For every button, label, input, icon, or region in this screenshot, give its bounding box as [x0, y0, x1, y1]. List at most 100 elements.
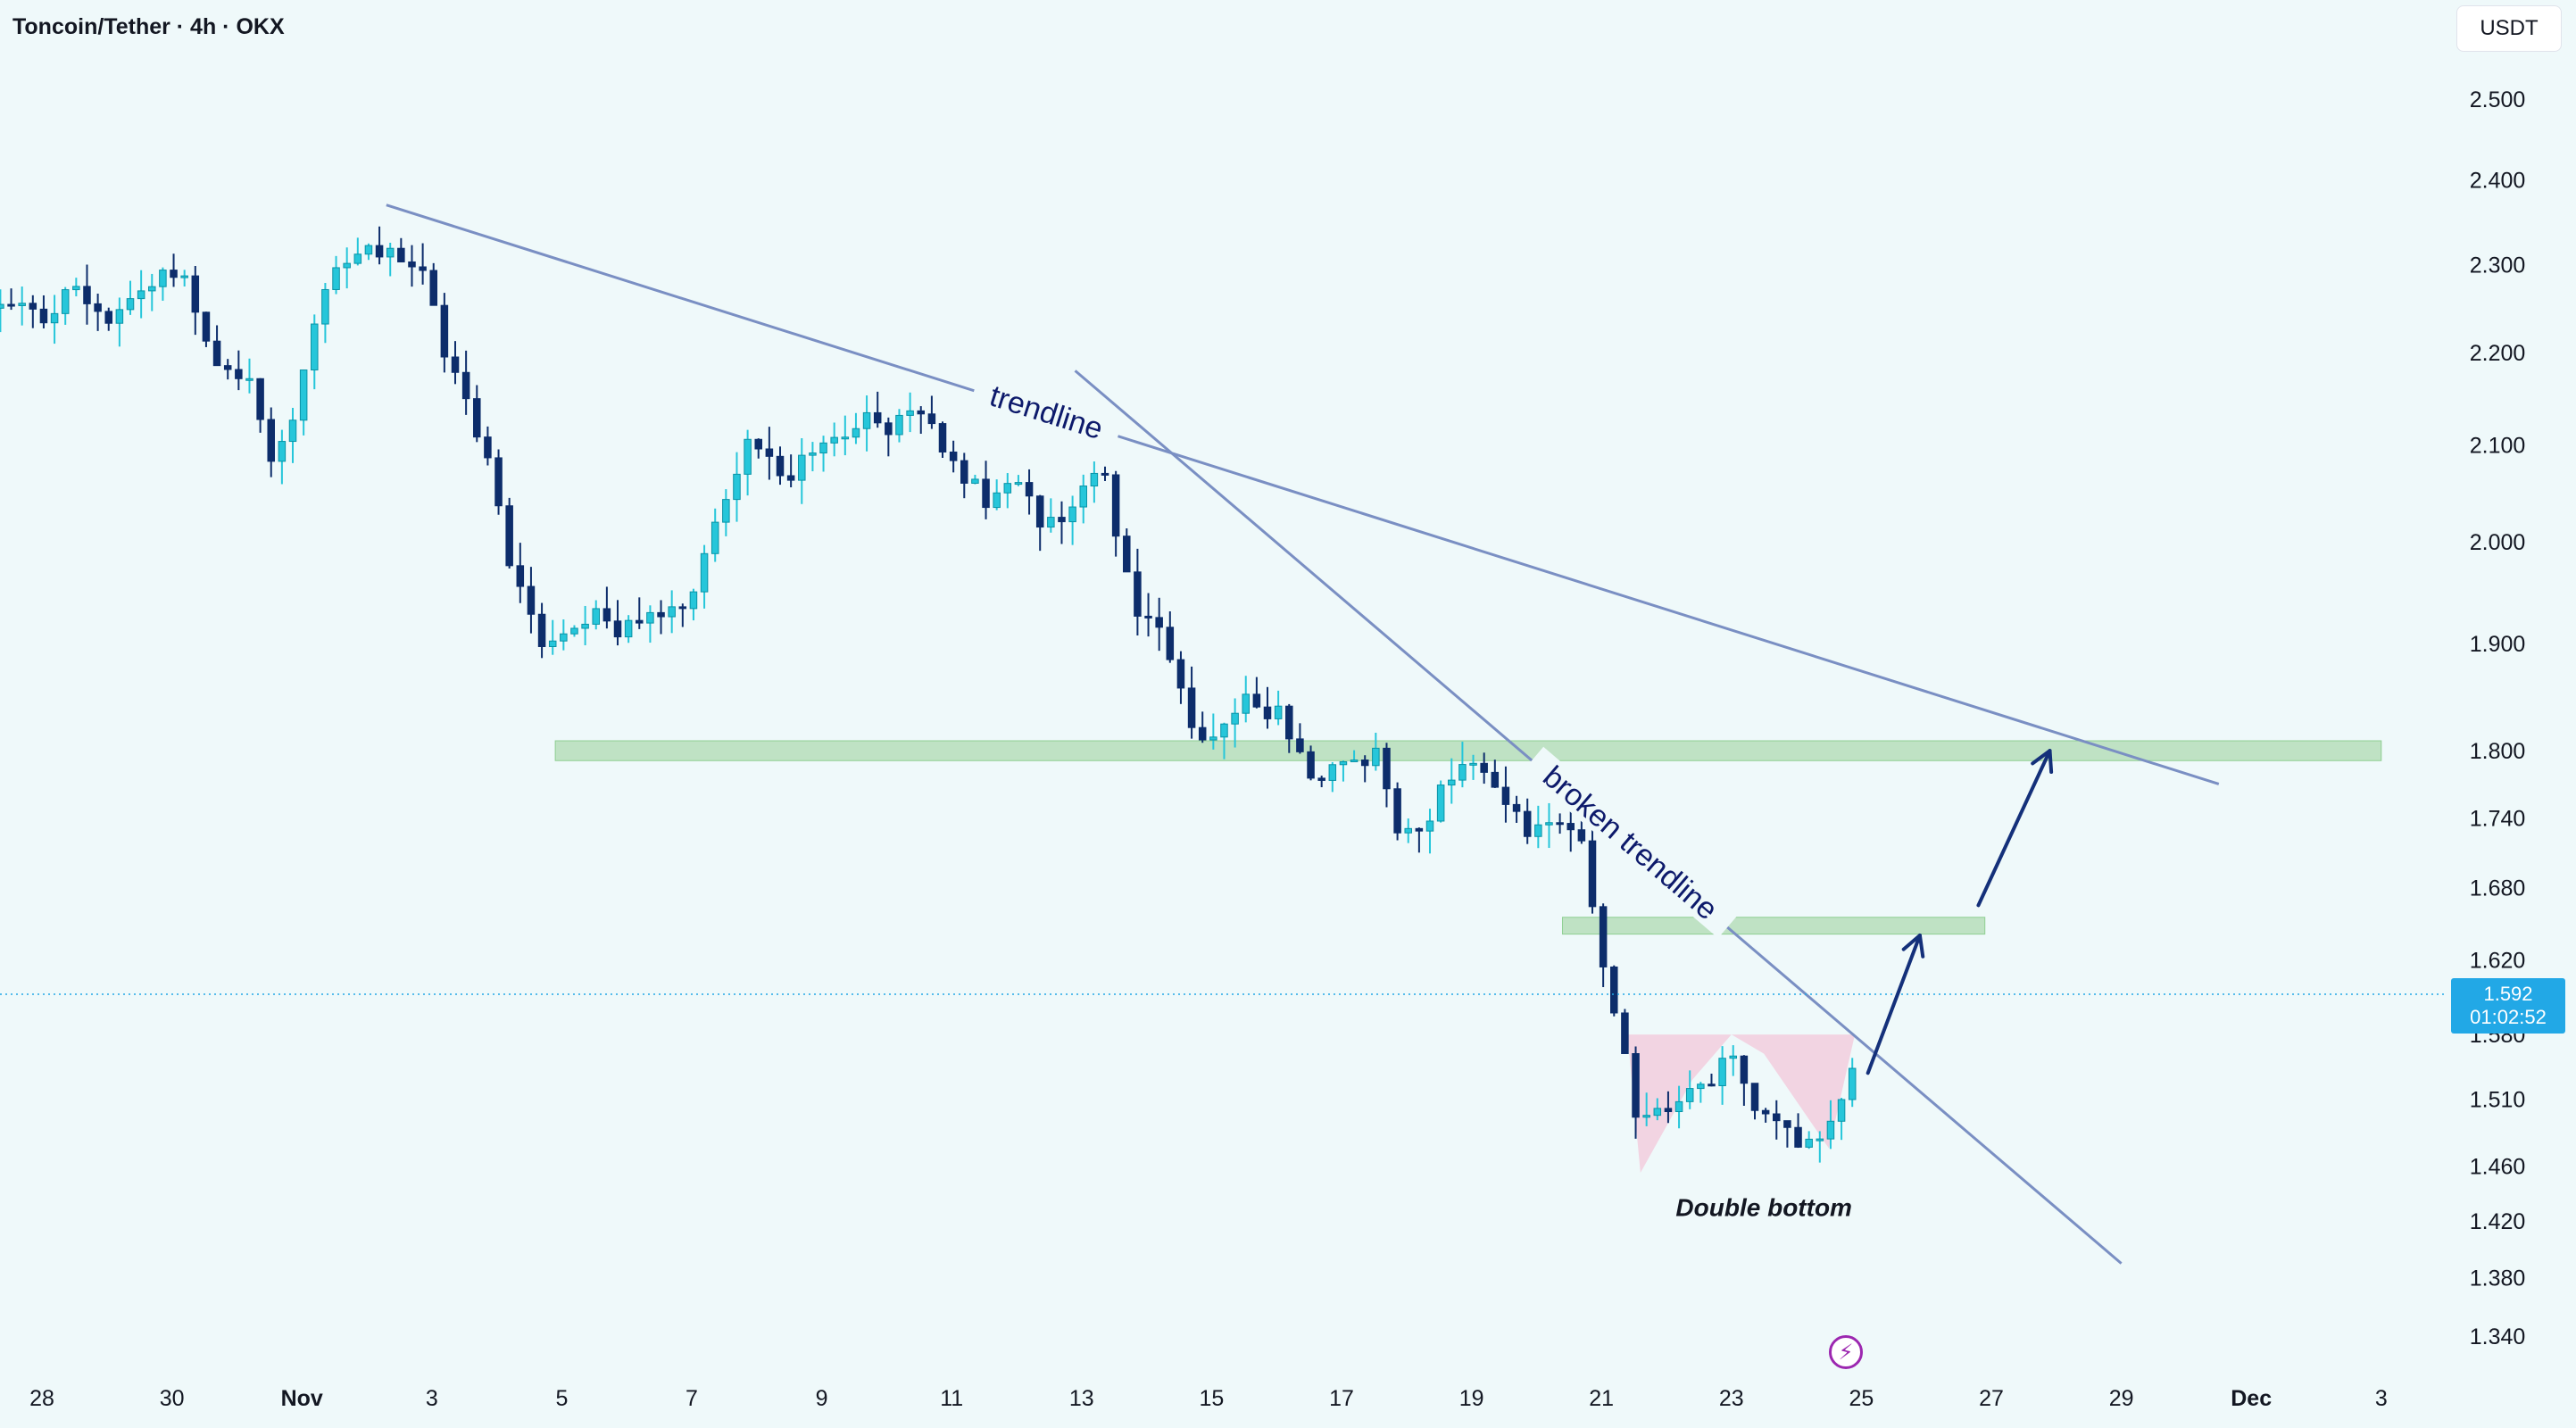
candle [1285, 703, 1293, 753]
arrow-head [2031, 749, 2054, 775]
candle-body [1805, 1138, 1813, 1148]
candle [1176, 651, 1185, 704]
candle-body [527, 585, 536, 615]
candle-body [1176, 659, 1185, 689]
candle-body [560, 633, 568, 642]
x-tick-label: 17 [1329, 1386, 1354, 1411]
candle [754, 438, 763, 459]
candle-body [1425, 820, 1434, 832]
candle-body [1448, 779, 1456, 786]
candle-body [949, 451, 958, 461]
candle [689, 588, 698, 621]
candle [332, 255, 340, 295]
candle-body [83, 286, 91, 304]
y-tick-label: 1.680 [2470, 876, 2526, 901]
price-axis[interactable]: 2.500 2.400 2.300 2.200 2.100 2.000 1.900 1.800… [2470, 87, 2526, 1349]
candle-body [733, 473, 741, 501]
candle [1826, 1100, 1835, 1150]
candle [602, 586, 611, 629]
candle-body [1621, 1012, 1629, 1054]
candle [1209, 713, 1217, 750]
candle [1350, 750, 1359, 763]
time-axis[interactable]: 28 30 Nov 3 5 7 9 11 13 15 17 19 21 23 25 27 29 Dec 3 [29, 1386, 2388, 1411]
candle-body [1014, 482, 1023, 486]
candle [1035, 494, 1044, 552]
currency-button[interactable]: USDT [2456, 5, 2562, 52]
candle [1111, 470, 1120, 557]
candle [1090, 461, 1099, 503]
projection-arrow[interactable] [1866, 933, 1925, 1075]
candle [917, 406, 926, 435]
candle [1718, 1046, 1726, 1105]
candle [1773, 1100, 1781, 1140]
candle-body [223, 365, 232, 370]
trendline-label-group: broken trendline [1522, 746, 1740, 939]
candle [299, 369, 308, 436]
candle [1360, 755, 1369, 783]
candle-body [885, 422, 893, 436]
candle [1480, 752, 1488, 785]
candle [484, 426, 492, 466]
candle-body [1047, 517, 1055, 528]
symbol-title[interactable]: Toncoin/Tether · 4h · OKX [12, 14, 285, 39]
candle-body [484, 436, 492, 459]
x-tick-label: 13 [1069, 1386, 1094, 1411]
candle-body [819, 442, 827, 454]
candle [397, 237, 405, 262]
projection-arrow[interactable] [1976, 749, 2054, 908]
lightning-icon[interactable]: ⚡ [1829, 1335, 1863, 1369]
candle [1328, 761, 1337, 793]
arrows-layer[interactable] [1866, 749, 2054, 1075]
candle-body [50, 312, 59, 324]
arrow-head [1901, 933, 1925, 959]
candle [678, 603, 687, 627]
y-tick-label: 1.900 [2470, 632, 2526, 657]
candle [1632, 1046, 1640, 1139]
candle-body [1415, 827, 1424, 832]
candle [537, 602, 546, 659]
trendline-label-group: trendline [969, 373, 1124, 450]
candle-body [516, 565, 525, 587]
candle [668, 590, 676, 634]
candle [516, 543, 525, 603]
candle-body [1718, 1058, 1726, 1086]
x-tick-label: 9 [816, 1386, 828, 1411]
candle-body [1848, 1067, 1857, 1100]
candle-body [1307, 751, 1315, 779]
candle-body [862, 411, 871, 429]
candle-body [1491, 771, 1500, 788]
candle-body [397, 247, 405, 262]
candle-body [1101, 472, 1109, 476]
candle-body [126, 298, 135, 311]
candle-body [94, 303, 102, 312]
candle-body [1610, 966, 1618, 1014]
trendlines-layer[interactable] [386, 203, 2220, 1265]
candle [1783, 1120, 1791, 1148]
y-tick-label: 1.460 [2470, 1154, 2526, 1179]
candle [386, 242, 395, 277]
candle-body [1274, 705, 1283, 719]
trendline-label: trendline [985, 379, 1107, 447]
candle-body [938, 423, 947, 452]
trendline-trendline[interactable] [386, 203, 2220, 785]
candle-body [710, 521, 719, 554]
candle [1653, 1098, 1662, 1121]
candle [982, 461, 990, 519]
candle-body [159, 270, 167, 287]
candle-body [386, 247, 395, 258]
candle [830, 422, 838, 457]
candle [993, 479, 1001, 511]
candle-body [744, 438, 752, 475]
candle [906, 392, 914, 433]
candle-body [927, 413, 936, 425]
candle-body [1220, 723, 1228, 738]
candle [1425, 809, 1434, 854]
candle [311, 314, 319, 390]
candle-body [1025, 482, 1034, 497]
candle-body [657, 611, 665, 618]
x-tick-label: 3 [426, 1386, 438, 1411]
candle-body [646, 611, 654, 624]
candle [375, 226, 384, 265]
